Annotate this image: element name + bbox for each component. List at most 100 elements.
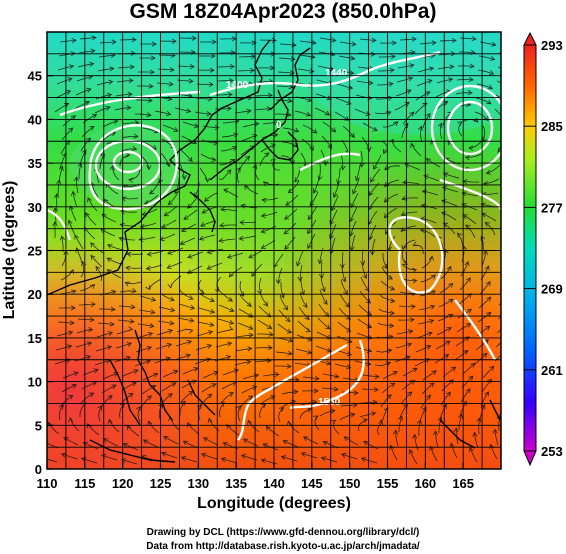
streamline bbox=[458, 414, 462, 431]
streamline-arrowhead bbox=[305, 327, 311, 333]
streamline-arrowhead bbox=[385, 229, 390, 235]
streamline-arrowhead bbox=[322, 160, 328, 167]
streamline-arrowhead bbox=[127, 326, 134, 332]
streamline bbox=[478, 296, 491, 309]
streamline-arrowhead bbox=[125, 265, 131, 271]
streamline-arrowhead bbox=[306, 407, 312, 413]
streamline-arrowhead bbox=[68, 205, 74, 211]
streamline bbox=[437, 66, 454, 70]
streamline-arrowhead bbox=[185, 353, 191, 359]
streamline bbox=[434, 354, 449, 364]
streamline-arrowhead bbox=[245, 155, 251, 161]
streamline-arrowhead bbox=[446, 327, 452, 332]
streamline-arrowhead bbox=[369, 250, 375, 256]
streamline bbox=[503, 123, 506, 139]
streamline-arrowhead bbox=[471, 36, 477, 42]
streamline bbox=[223, 189, 239, 198]
streamline-arrowhead bbox=[153, 372, 159, 378]
streamline-arrowhead bbox=[181, 175, 187, 181]
streamline-arrowhead bbox=[391, 40, 397, 46]
streamline-arrowhead bbox=[314, 375, 320, 381]
streamline-arrowhead bbox=[70, 305, 76, 311]
streamline bbox=[331, 195, 339, 211]
streamline-arrowhead bbox=[506, 85, 511, 89]
streamline-arrowhead bbox=[261, 197, 267, 203]
streamline bbox=[282, 127, 299, 132]
streamline bbox=[283, 440, 299, 448]
streamline bbox=[318, 163, 321, 180]
streamline bbox=[258, 305, 271, 318]
streamline bbox=[219, 224, 236, 227]
streamline-arrowhead bbox=[463, 349, 469, 355]
streamline-arrowhead bbox=[95, 265, 101, 272]
streamline bbox=[460, 388, 471, 403]
streamline bbox=[158, 54, 176, 56]
y-tick-label: 45 bbox=[28, 69, 42, 84]
streamline-arrowhead bbox=[118, 236, 124, 242]
streamline-arrowhead bbox=[107, 244, 113, 249]
streamline bbox=[418, 420, 421, 437]
streamline bbox=[175, 340, 192, 347]
streamline bbox=[181, 223, 197, 232]
streamline-arrowhead bbox=[183, 215, 189, 220]
streamline-arrowhead bbox=[476, 417, 482, 423]
streamline-arrowhead bbox=[370, 177, 375, 183]
streamline bbox=[361, 457, 378, 464]
streamline-arrowhead bbox=[443, 100, 449, 106]
streamline-arrowhead bbox=[186, 108, 192, 114]
streamline bbox=[126, 253, 144, 255]
streamline-arrowhead bbox=[322, 441, 328, 446]
streamline bbox=[216, 94, 233, 96]
streamline-arrowhead bbox=[203, 196, 210, 202]
streamline-arrowhead bbox=[451, 37, 457, 44]
streamline-arrowhead bbox=[235, 166, 241, 173]
streamline-arrowhead bbox=[207, 417, 213, 424]
streamline-arrowhead bbox=[311, 40, 317, 46]
streamline bbox=[357, 418, 368, 432]
streamline bbox=[395, 430, 399, 447]
streamline-arrowhead bbox=[89, 283, 96, 289]
streamline bbox=[502, 248, 507, 263]
streamline-arrowhead bbox=[345, 314, 351, 320]
streamline-arrowhead bbox=[464, 155, 470, 161]
streamline-arrowhead bbox=[66, 344, 73, 350]
streamline-arrowhead bbox=[260, 213, 266, 219]
streamline-arrowhead bbox=[350, 412, 356, 418]
streamline-arrowhead bbox=[467, 89, 473, 95]
streamline-arrowhead bbox=[409, 63, 415, 69]
streamline-arrowhead bbox=[129, 64, 135, 70]
streamline bbox=[381, 382, 395, 394]
streamline-arrowhead bbox=[445, 391, 451, 397]
streamline-arrowhead bbox=[203, 437, 209, 442]
streamline bbox=[465, 153, 482, 158]
streamline-arrowhead bbox=[339, 263, 345, 269]
x-tick-label: 160 bbox=[414, 476, 436, 491]
streamline bbox=[239, 156, 250, 170]
x-tick-label: 150 bbox=[339, 476, 361, 491]
streamline bbox=[181, 135, 197, 144]
streamline bbox=[83, 226, 96, 240]
streamline bbox=[362, 248, 364, 265]
streamline-arrowhead bbox=[322, 299, 328, 305]
streamline-arrowhead bbox=[86, 341, 93, 347]
streamline bbox=[47, 458, 58, 463]
streamline bbox=[55, 90, 71, 99]
lat-lon-grid bbox=[47, 32, 501, 469]
streamline-arrowhead bbox=[468, 76, 474, 82]
streamline bbox=[107, 257, 123, 265]
streamline-arrowhead bbox=[207, 393, 213, 399]
streamline-arrowhead bbox=[270, 395, 276, 400]
x-tick-label: 110 bbox=[37, 476, 58, 491]
streamline bbox=[314, 415, 320, 431]
streamline bbox=[99, 153, 105, 170]
streamline-arrowhead bbox=[110, 306, 116, 312]
streamline-arrowhead bbox=[90, 301, 96, 307]
streamline-arrowhead bbox=[466, 277, 471, 283]
streamline-arrowhead bbox=[286, 420, 292, 426]
streamline bbox=[321, 261, 323, 279]
streamline bbox=[399, 403, 408, 419]
streamline-arrowhead bbox=[330, 419, 336, 425]
streamline-arrowhead bbox=[126, 342, 133, 347]
streamline-arrowhead bbox=[443, 354, 450, 359]
y-tick-label: 20 bbox=[28, 287, 42, 302]
